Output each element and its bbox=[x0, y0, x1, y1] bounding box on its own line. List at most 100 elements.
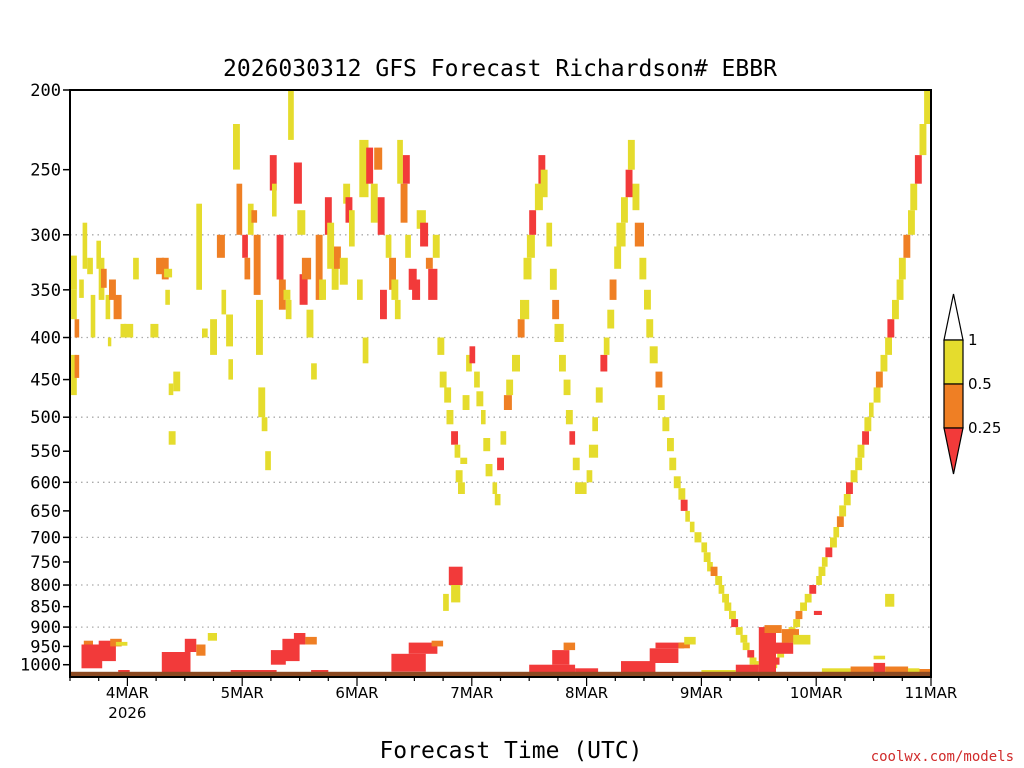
ri-cell bbox=[397, 139, 403, 184]
ri-cell bbox=[898, 257, 906, 280]
ri-cell bbox=[592, 417, 598, 432]
ri-cell bbox=[575, 668, 599, 674]
ri-cell bbox=[742, 642, 750, 651]
x-tick-label: 11MAR bbox=[905, 684, 958, 702]
ri-cell bbox=[616, 222, 626, 247]
y-tick-label: 250 bbox=[30, 161, 61, 181]
ri-cell bbox=[685, 510, 690, 522]
ri-cell bbox=[451, 585, 461, 603]
ri-cell bbox=[710, 566, 718, 576]
ground-band bbox=[70, 671, 931, 677]
ri-cell bbox=[634, 222, 644, 247]
ri-cell bbox=[830, 537, 837, 548]
ri-cell bbox=[572, 457, 580, 471]
ri-cell bbox=[71, 289, 77, 320]
y-tick-label: 650 bbox=[30, 502, 61, 522]
ri-cell bbox=[483, 438, 491, 452]
ri-cell bbox=[625, 169, 633, 198]
ri-cell bbox=[133, 257, 139, 280]
ri-cell bbox=[258, 387, 266, 418]
ri-cell bbox=[494, 494, 501, 506]
ri-cell bbox=[96, 240, 101, 269]
y-axis: 200 250 300 350 400 450 500 550 600 650 700 750 8008… bbox=[20, 81, 70, 676]
ri-cell bbox=[439, 371, 447, 388]
ri-cell bbox=[603, 337, 610, 355]
ri-cell bbox=[168, 383, 174, 396]
x-tick-label: 9MAR bbox=[680, 684, 723, 702]
x-tick-label: 10MAR bbox=[790, 684, 843, 702]
ri-cell bbox=[885, 337, 892, 355]
ri-cell bbox=[226, 314, 233, 347]
ri-cell bbox=[795, 610, 803, 620]
ri-cell bbox=[362, 337, 369, 364]
ri-cell bbox=[331, 257, 339, 290]
ri-cell bbox=[903, 234, 911, 258]
ri-cell bbox=[349, 210, 355, 247]
ri-cell bbox=[880, 354, 888, 372]
ri-cell bbox=[70, 255, 77, 290]
legend-label: 0.25 bbox=[968, 419, 1001, 437]
ri-cell bbox=[216, 234, 225, 258]
ri-cell bbox=[729, 610, 736, 620]
ri-cell bbox=[315, 234, 323, 300]
ri-cell bbox=[506, 379, 514, 396]
ri-cell bbox=[444, 387, 452, 403]
ri-cell bbox=[301, 257, 312, 280]
ri-cell bbox=[425, 257, 433, 269]
ri-cell bbox=[559, 354, 566, 372]
ri-cell bbox=[839, 505, 847, 517]
ri-cell bbox=[924, 90, 931, 124]
ri-cell bbox=[735, 664, 759, 674]
ri-cell bbox=[919, 669, 931, 674]
ri-cell bbox=[412, 279, 421, 300]
ri-cell bbox=[655, 642, 685, 649]
ri-cell bbox=[523, 257, 532, 280]
y-tick-label: 950 bbox=[30, 637, 61, 657]
ri-cell bbox=[82, 222, 88, 269]
ri-cell bbox=[707, 562, 713, 572]
ri-cell bbox=[908, 210, 915, 235]
ri-cell bbox=[265, 451, 271, 471]
ri-cell bbox=[359, 139, 369, 198]
ri-cell bbox=[595, 387, 603, 403]
y-tick-label: 500 bbox=[30, 408, 61, 428]
ri-cell bbox=[646, 319, 654, 338]
ri-cell bbox=[586, 470, 593, 483]
ri-cell bbox=[420, 222, 429, 247]
legend-swatch-orange bbox=[943, 383, 964, 429]
ri-cell bbox=[554, 323, 564, 342]
ri-cell bbox=[529, 210, 537, 235]
x-tick-sublabel: 2026 bbox=[108, 704, 146, 722]
y-tick-label: 850 bbox=[30, 598, 61, 618]
ri-cell bbox=[731, 619, 739, 628]
ri-cell bbox=[81, 644, 103, 669]
chart-title: 2026030312 GFS Forecast Richardson# EBBR bbox=[223, 56, 777, 82]
ri-cell bbox=[569, 431, 576, 445]
ri-cell bbox=[492, 482, 498, 494]
ri-cell bbox=[579, 482, 587, 494]
ri-cell bbox=[343, 183, 351, 204]
ri-cell bbox=[639, 257, 647, 280]
ri-cell bbox=[813, 610, 822, 615]
ri-cell bbox=[809, 585, 817, 594]
ri-cell bbox=[408, 268, 417, 290]
ri-cell bbox=[416, 210, 426, 229]
ri-cell bbox=[454, 444, 461, 458]
ri-cell bbox=[276, 234, 284, 280]
ri-cell bbox=[74, 354, 80, 378]
ri-cell bbox=[385, 234, 392, 258]
y-tick-label: 400 bbox=[30, 329, 61, 349]
ri-cell bbox=[270, 650, 286, 665]
ri-cell bbox=[101, 268, 107, 288]
y-tick-label: 750 bbox=[30, 553, 61, 573]
credit-text: coolwx.com/models bbox=[871, 749, 1014, 765]
ri-cell bbox=[887, 319, 895, 338]
ri-cell bbox=[460, 457, 468, 464]
ri-cell bbox=[370, 183, 378, 223]
ri-cell bbox=[476, 391, 484, 407]
ri-cell bbox=[538, 155, 546, 184]
ri-cell bbox=[885, 666, 909, 674]
ri-cell bbox=[772, 657, 780, 665]
ri-cell bbox=[83, 640, 93, 645]
ri-cell bbox=[79, 279, 84, 298]
